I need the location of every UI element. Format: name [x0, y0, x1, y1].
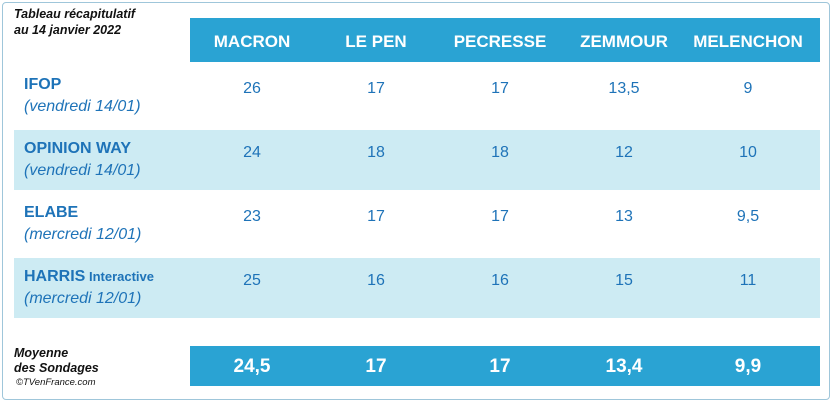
average-label-line-1: Moyenne: [14, 346, 69, 360]
poll-date: (vendredi 14/01): [24, 162, 141, 179]
pollster-name: ELABE: [24, 204, 79, 221]
average-cell: 17: [489, 356, 511, 377]
table-cell: 16: [491, 272, 509, 289]
average-cell: 13,4: [605, 356, 643, 377]
credit-text: ©TVenFrance.com: [16, 377, 96, 388]
title-line-2: au 14 janvier 2022: [14, 23, 122, 37]
table-row: HARRIS Interactive (mercredi 12/01) 25 1…: [14, 258, 820, 318]
column-header: ZEMMOUR: [580, 32, 668, 51]
poll-date: (mercredi 12/01): [24, 290, 142, 307]
column-header: PECRESSE: [453, 32, 547, 51]
average-cell: 9,9: [734, 356, 762, 377]
poll-date: (mercredi 12/01): [24, 226, 142, 243]
table-cell: 11: [739, 272, 757, 289]
table-row: ELABE (mercredi 12/01) 23 17 17 13 9,5: [14, 194, 820, 254]
table-cell: 17: [367, 80, 385, 97]
title-line-1: Tableau récapitulatif: [14, 7, 136, 21]
table-cell: 13,5: [608, 80, 640, 97]
table-cell: 10: [739, 144, 757, 161]
table-cell: 9: [743, 80, 753, 97]
table-cell: 25: [243, 272, 261, 289]
table-cell: 18: [491, 144, 509, 161]
average-row: 24,5 17 17 13,4 9,9: [190, 346, 820, 386]
table-cell: 17: [367, 208, 385, 225]
average-label-line-2: des Sondages: [14, 361, 99, 375]
pollster-name: IFOP: [24, 76, 62, 93]
pollster-name: HARRIS Interactive: [24, 268, 154, 285]
candidate-header: MACRON LE PEN PECRESSE ZEMMOUR MELENCHON: [190, 18, 820, 62]
table-cell: 13: [615, 208, 633, 225]
table-frame: [2, 2, 830, 400]
table-cell: 17: [491, 208, 509, 225]
table-cell: 12: [615, 144, 633, 161]
table-cell: 9,5: [736, 208, 760, 225]
table-cell: 18: [367, 144, 385, 161]
table-cell: 16: [367, 272, 385, 289]
column-header: MELENCHON: [693, 32, 803, 51]
table-cell: 23: [243, 208, 261, 225]
column-header: MACRON: [213, 32, 291, 51]
table-cell: 15: [615, 272, 633, 289]
average-label: Moyenne des Sondages: [14, 346, 99, 376]
poll-date: (vendredi 14/01): [24, 98, 141, 115]
table-cell: 26: [243, 80, 261, 97]
table-cell: 17: [491, 80, 509, 97]
column-header: LE PEN: [345, 32, 407, 51]
table-cell: 24: [243, 144, 261, 161]
average-cell: 24,5: [233, 356, 271, 377]
table-row: OPINION WAY (vendredi 14/01) 24 18 18 12…: [14, 130, 820, 190]
table-title: Tableau récapitulatif au 14 janvier 2022: [14, 6, 135, 38]
table-row: IFOP (vendredi 14/01) 26 17 17 13,5 9: [14, 66, 820, 126]
average-cell: 17: [365, 356, 387, 377]
pollster-name: OPINION WAY: [24, 140, 131, 157]
